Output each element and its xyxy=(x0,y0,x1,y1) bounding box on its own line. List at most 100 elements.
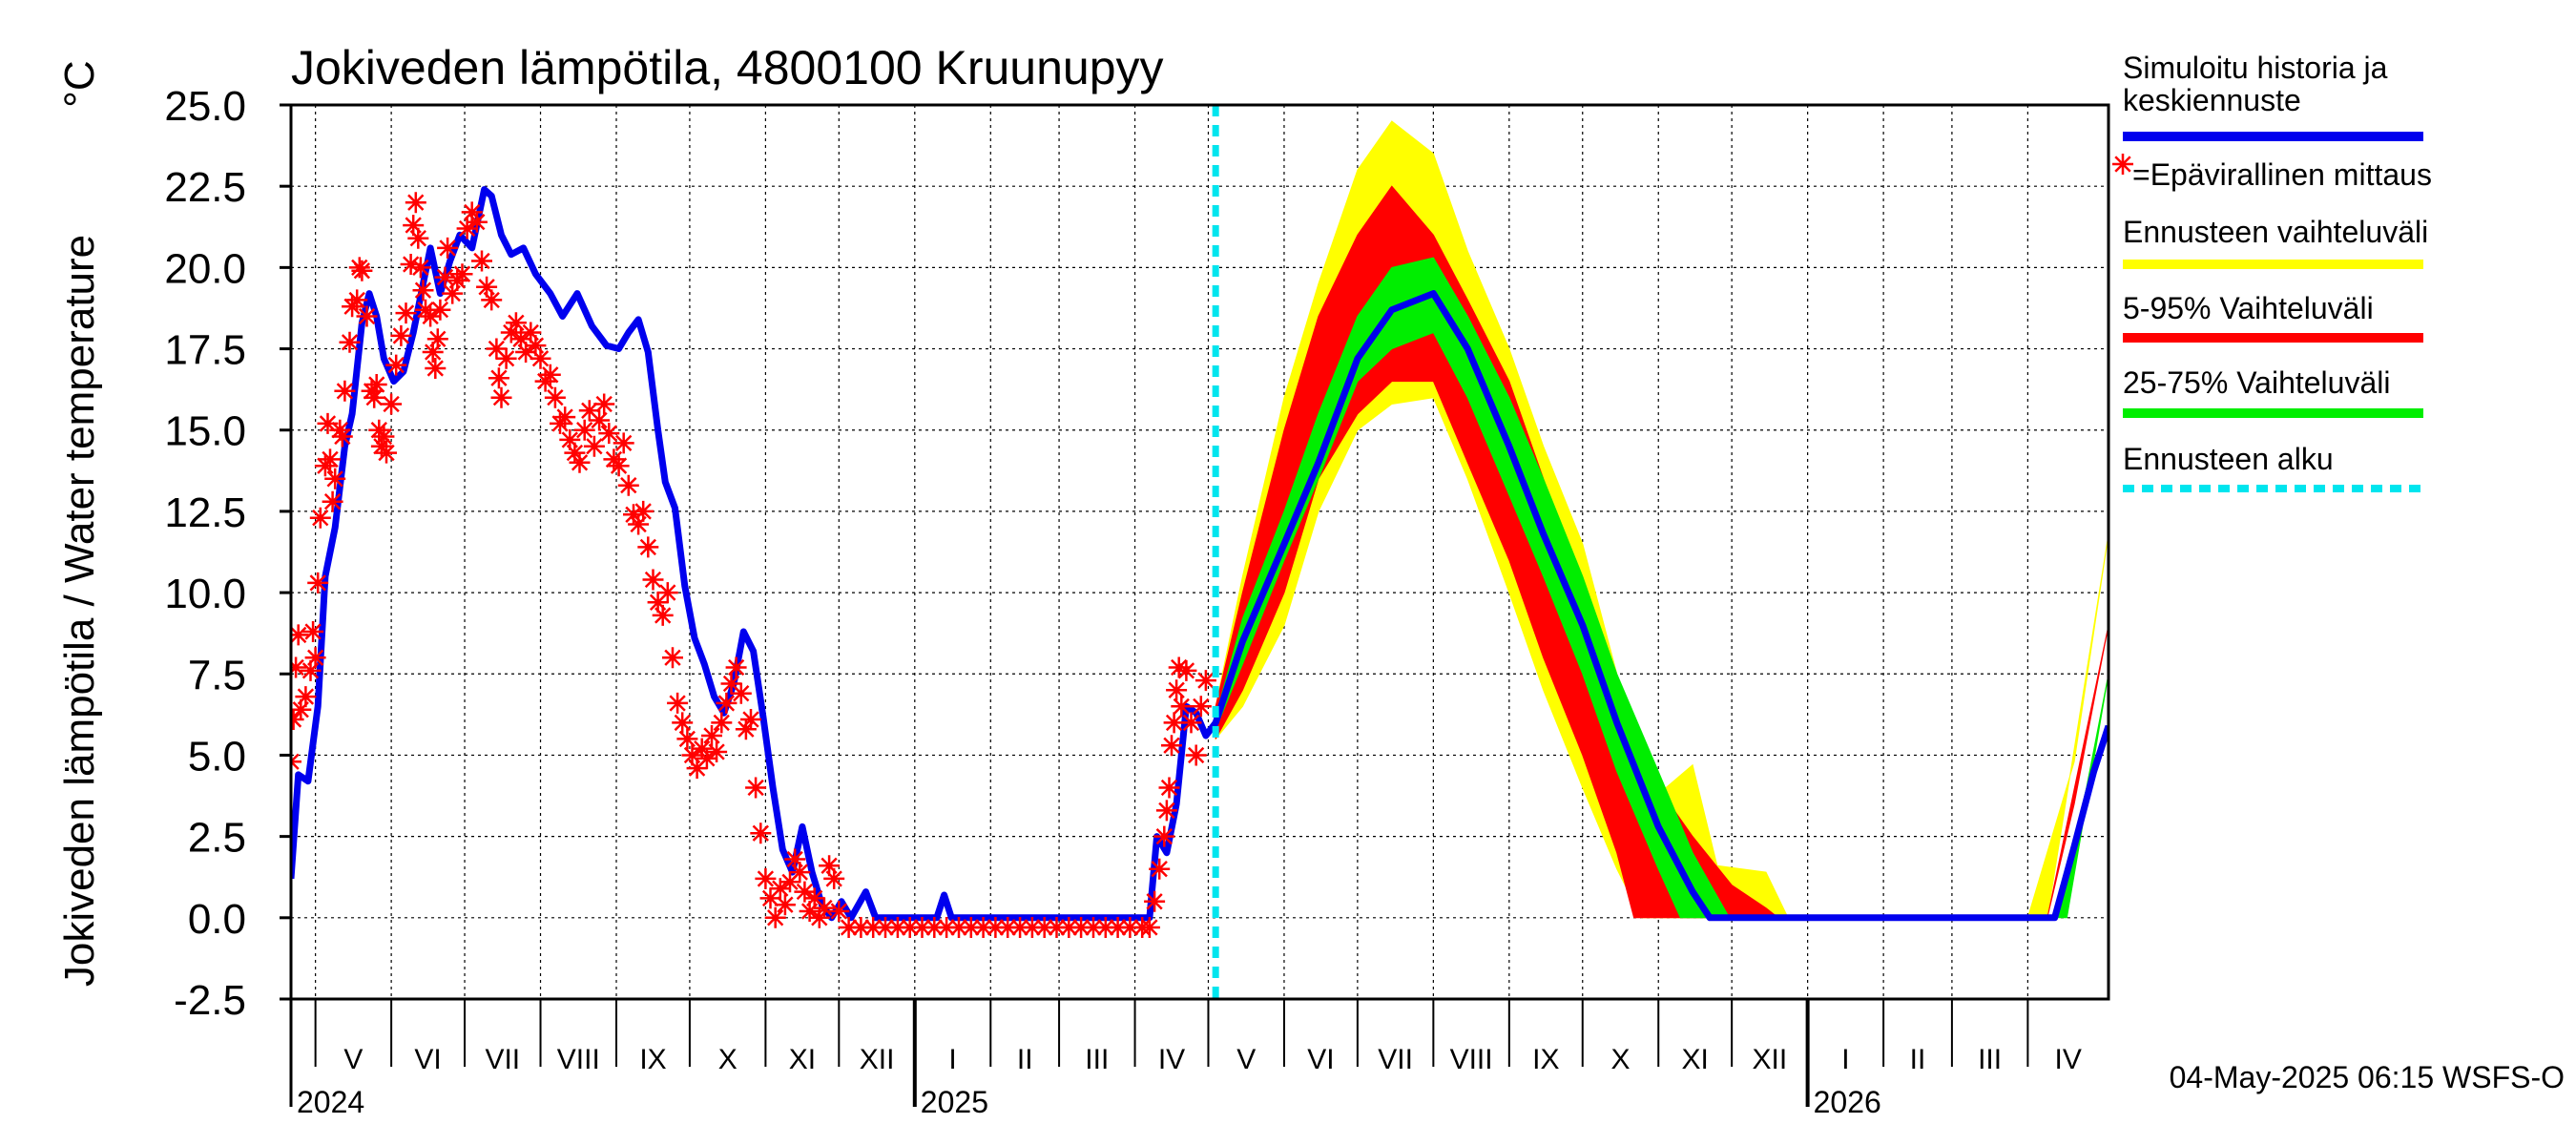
month-label: VI xyxy=(1307,1044,1334,1075)
observation-point xyxy=(437,237,459,259)
observation-point xyxy=(364,386,385,408)
observation-point xyxy=(589,409,611,431)
observation-point xyxy=(637,536,659,558)
year-label: 2025 xyxy=(921,1085,988,1119)
observation-point xyxy=(755,867,777,889)
observation-point xyxy=(838,917,860,938)
series-line-simulated xyxy=(291,186,2109,922)
observation-point xyxy=(409,257,431,279)
observation-point xyxy=(442,282,464,304)
observation-point xyxy=(1083,917,1104,938)
observation-point xyxy=(300,659,322,681)
observation-point xyxy=(924,917,945,938)
year-label: 2024 xyxy=(297,1085,364,1119)
observation-point xyxy=(784,848,806,870)
observation-point xyxy=(500,322,522,344)
observation-point xyxy=(803,887,825,909)
observation-point xyxy=(745,777,767,799)
observation-point xyxy=(706,741,728,762)
month-label: VI xyxy=(414,1044,441,1075)
observation-point xyxy=(613,432,634,454)
observation-point xyxy=(461,201,483,223)
observation-point xyxy=(759,887,781,909)
observation-point xyxy=(948,917,969,938)
observation-point xyxy=(972,917,994,938)
month-label: III xyxy=(1085,1044,1109,1075)
observation-point xyxy=(1009,917,1031,938)
observation-point xyxy=(1166,679,1188,701)
y-tick-label: 7.5 xyxy=(188,652,246,698)
observation-point xyxy=(1138,917,1160,938)
observation-point xyxy=(544,386,566,408)
observation-point xyxy=(628,513,650,535)
month-label: XI xyxy=(789,1044,816,1075)
y-tick-label: 2.5 xyxy=(188,815,246,862)
legend-label: 5-95% Vaihteluväli xyxy=(2123,291,2374,325)
observation-point xyxy=(1168,656,1190,678)
observation-point xyxy=(823,867,845,889)
observation-point xyxy=(569,451,591,473)
observation-point xyxy=(850,917,872,938)
legend-label: Simuloitu historia ja xyxy=(2123,51,2388,85)
observation-point xyxy=(420,305,442,327)
observation-point xyxy=(573,419,595,441)
observation-point xyxy=(334,380,356,402)
y-axis: 25.0 22.5 20.0 17.5 15.0 12.5 10.0 7.5 5.0 2.5 0.0… xyxy=(164,83,291,1024)
observation-point xyxy=(1190,696,1212,718)
month-label: II xyxy=(1017,1044,1033,1075)
observation-point xyxy=(608,455,630,477)
observation-point xyxy=(593,393,615,415)
observation-point xyxy=(407,227,429,249)
observation-point xyxy=(720,673,742,695)
observation-point xyxy=(583,435,605,457)
observation-point xyxy=(488,367,509,389)
observation-point xyxy=(1119,917,1141,938)
month-label: XI xyxy=(1682,1044,1709,1075)
observation-point xyxy=(520,322,542,344)
observation-point xyxy=(456,218,478,239)
year-label: 2026 xyxy=(1814,1085,1881,1119)
observation-point xyxy=(779,871,800,893)
observation-point xyxy=(676,728,698,750)
observation-point xyxy=(997,917,1019,938)
observation-point xyxy=(799,901,821,922)
y-tick-label: 10.0 xyxy=(164,571,246,617)
observation-point xyxy=(656,582,678,604)
observation-point xyxy=(317,412,339,434)
observation-point xyxy=(647,592,669,614)
y-axis-unit: °C xyxy=(56,60,103,107)
observation-point xyxy=(794,881,816,903)
observation-point xyxy=(686,758,708,780)
observation-point xyxy=(1180,712,1202,734)
observation-point xyxy=(1070,917,1092,938)
observation-point xyxy=(985,917,1007,938)
observation-point xyxy=(381,393,403,415)
y-tick-label: 25.0 xyxy=(164,83,246,130)
y-tick-label: 17.5 xyxy=(164,327,246,374)
observation-point xyxy=(1195,670,1216,692)
observation-point xyxy=(1158,777,1180,799)
observation-point xyxy=(291,656,307,678)
y-tick-label: 22.5 xyxy=(164,164,246,211)
observation-point xyxy=(813,897,835,919)
observation-point xyxy=(385,354,407,376)
observation-point xyxy=(331,426,353,448)
observation-point xyxy=(351,260,373,281)
x-axis: V VI VII VIII IX X XI XII I II III IV V VI VII VIII IX X X… xyxy=(289,999,2082,1119)
observation-point xyxy=(730,682,752,704)
month-label: I xyxy=(948,1044,956,1075)
observation-point xyxy=(564,442,586,464)
observation-point xyxy=(1021,917,1043,938)
observation-point xyxy=(716,692,737,714)
observation-point xyxy=(539,364,561,385)
observation-point xyxy=(530,347,551,369)
observation-point xyxy=(324,468,346,489)
observation-point xyxy=(559,428,581,450)
observation-markers xyxy=(291,192,1216,938)
observation-point xyxy=(403,215,425,237)
legend-label: 25-75% Vaihteluväli xyxy=(2123,365,2390,400)
month-label: V xyxy=(343,1044,363,1075)
observation-point xyxy=(422,342,444,363)
observation-point xyxy=(662,647,683,669)
observation-point xyxy=(471,250,492,272)
